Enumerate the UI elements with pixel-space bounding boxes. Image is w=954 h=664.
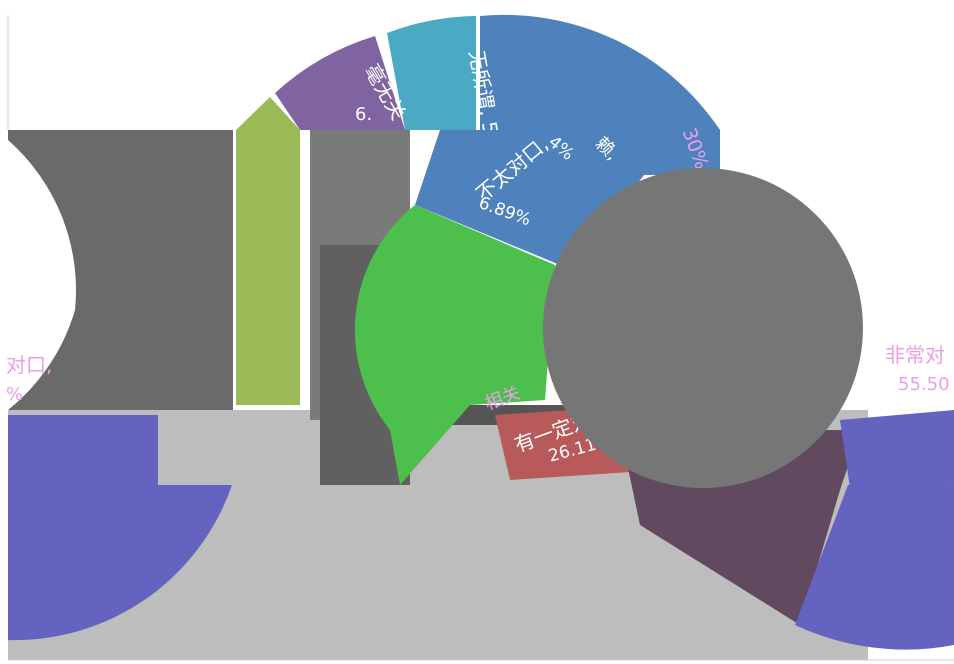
slice-violet-feichang xyxy=(795,480,954,650)
donut-3-hole xyxy=(543,168,863,488)
slice-purple-haowu xyxy=(275,36,405,130)
slice-teal-wusuowei xyxy=(387,16,476,130)
slice-sublabel-left: % xyxy=(6,384,23,405)
slice-label-left: 对口, xyxy=(6,353,52,377)
slice-green-left xyxy=(236,97,300,405)
slice-violet-left xyxy=(8,415,232,641)
slice-sublabel-haowu: 6. xyxy=(355,104,372,125)
slice-label-feichang: 非常对 xyxy=(885,343,945,367)
slice-sublabel-feichang: 55.50 xyxy=(898,374,950,395)
donut-3: 非常对 55.50 xyxy=(543,168,954,650)
donut-4: 对口, % xyxy=(6,140,232,641)
slice-green-xiangguan xyxy=(354,205,555,485)
slice-white-left xyxy=(8,140,76,410)
donut-2: 不太对口, 6.89% 赖, 4% 相关 有一定对口, 26.11% xyxy=(354,130,660,485)
slice-violet-feichang-2 xyxy=(840,410,954,488)
